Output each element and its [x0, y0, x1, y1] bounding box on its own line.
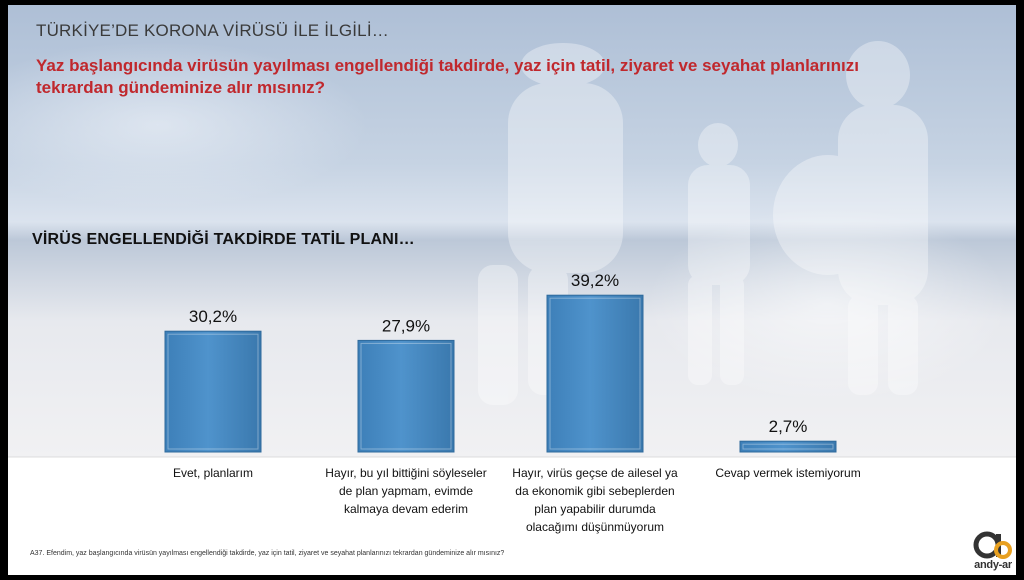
value-label-0: 30,2% [189, 307, 237, 326]
value-label-3: 2,7% [769, 417, 808, 436]
bar-highlight-3 [742, 443, 834, 450]
slide: TÜRKİYE’DE KORONA VİRÜSÜ İLE İLGİLİ… Yaz… [8, 5, 1016, 575]
topic-heading: TÜRKİYE’DE KORONA VİRÜSÜ İLE İLGİLİ… [36, 21, 389, 40]
bar-3 [739, 440, 837, 453]
bar-highlight-1 [360, 342, 452, 450]
bar-highlight-2 [549, 297, 641, 450]
value-label-1: 27,9% [382, 316, 430, 335]
category-label-1: Hayır, bu yıl bittiğini söyleseler de pla… [325, 466, 486, 516]
family-silhouette-image [478, 41, 928, 405]
bar-2 [546, 294, 644, 453]
bar-chart: 30,2% Evet, planlarım 27,9% Hayır, bu yıl b… [8, 271, 1016, 534]
bar-highlight-0 [167, 333, 259, 450]
category-label-3: Cevap vermek istemiyorum [715, 466, 860, 480]
logo-text: andy-ar [974, 559, 1012, 571]
chart-title: VİRÜS ENGELLENDİĞİ TAKDİRDE TATİL PLANI… [32, 231, 415, 248]
andy-ar-logo: andy-ar [970, 525, 1016, 575]
category-label-0: Evet, planlarım [173, 466, 253, 480]
survey-question: Yaz başlangıcında virüsün yayılması enge… [36, 56, 859, 97]
value-label-2: 39,2% [571, 271, 619, 290]
bar-0 [164, 330, 262, 453]
andy-ar-logo-mark [973, 531, 1012, 559]
category-label-2: Hayır, virüs geçse de ailesel ya da ekono… [512, 466, 678, 534]
footnote: A37. Efendim, yaz başlangıcında virüsün … [30, 550, 505, 557]
bar-1 [357, 339, 455, 453]
